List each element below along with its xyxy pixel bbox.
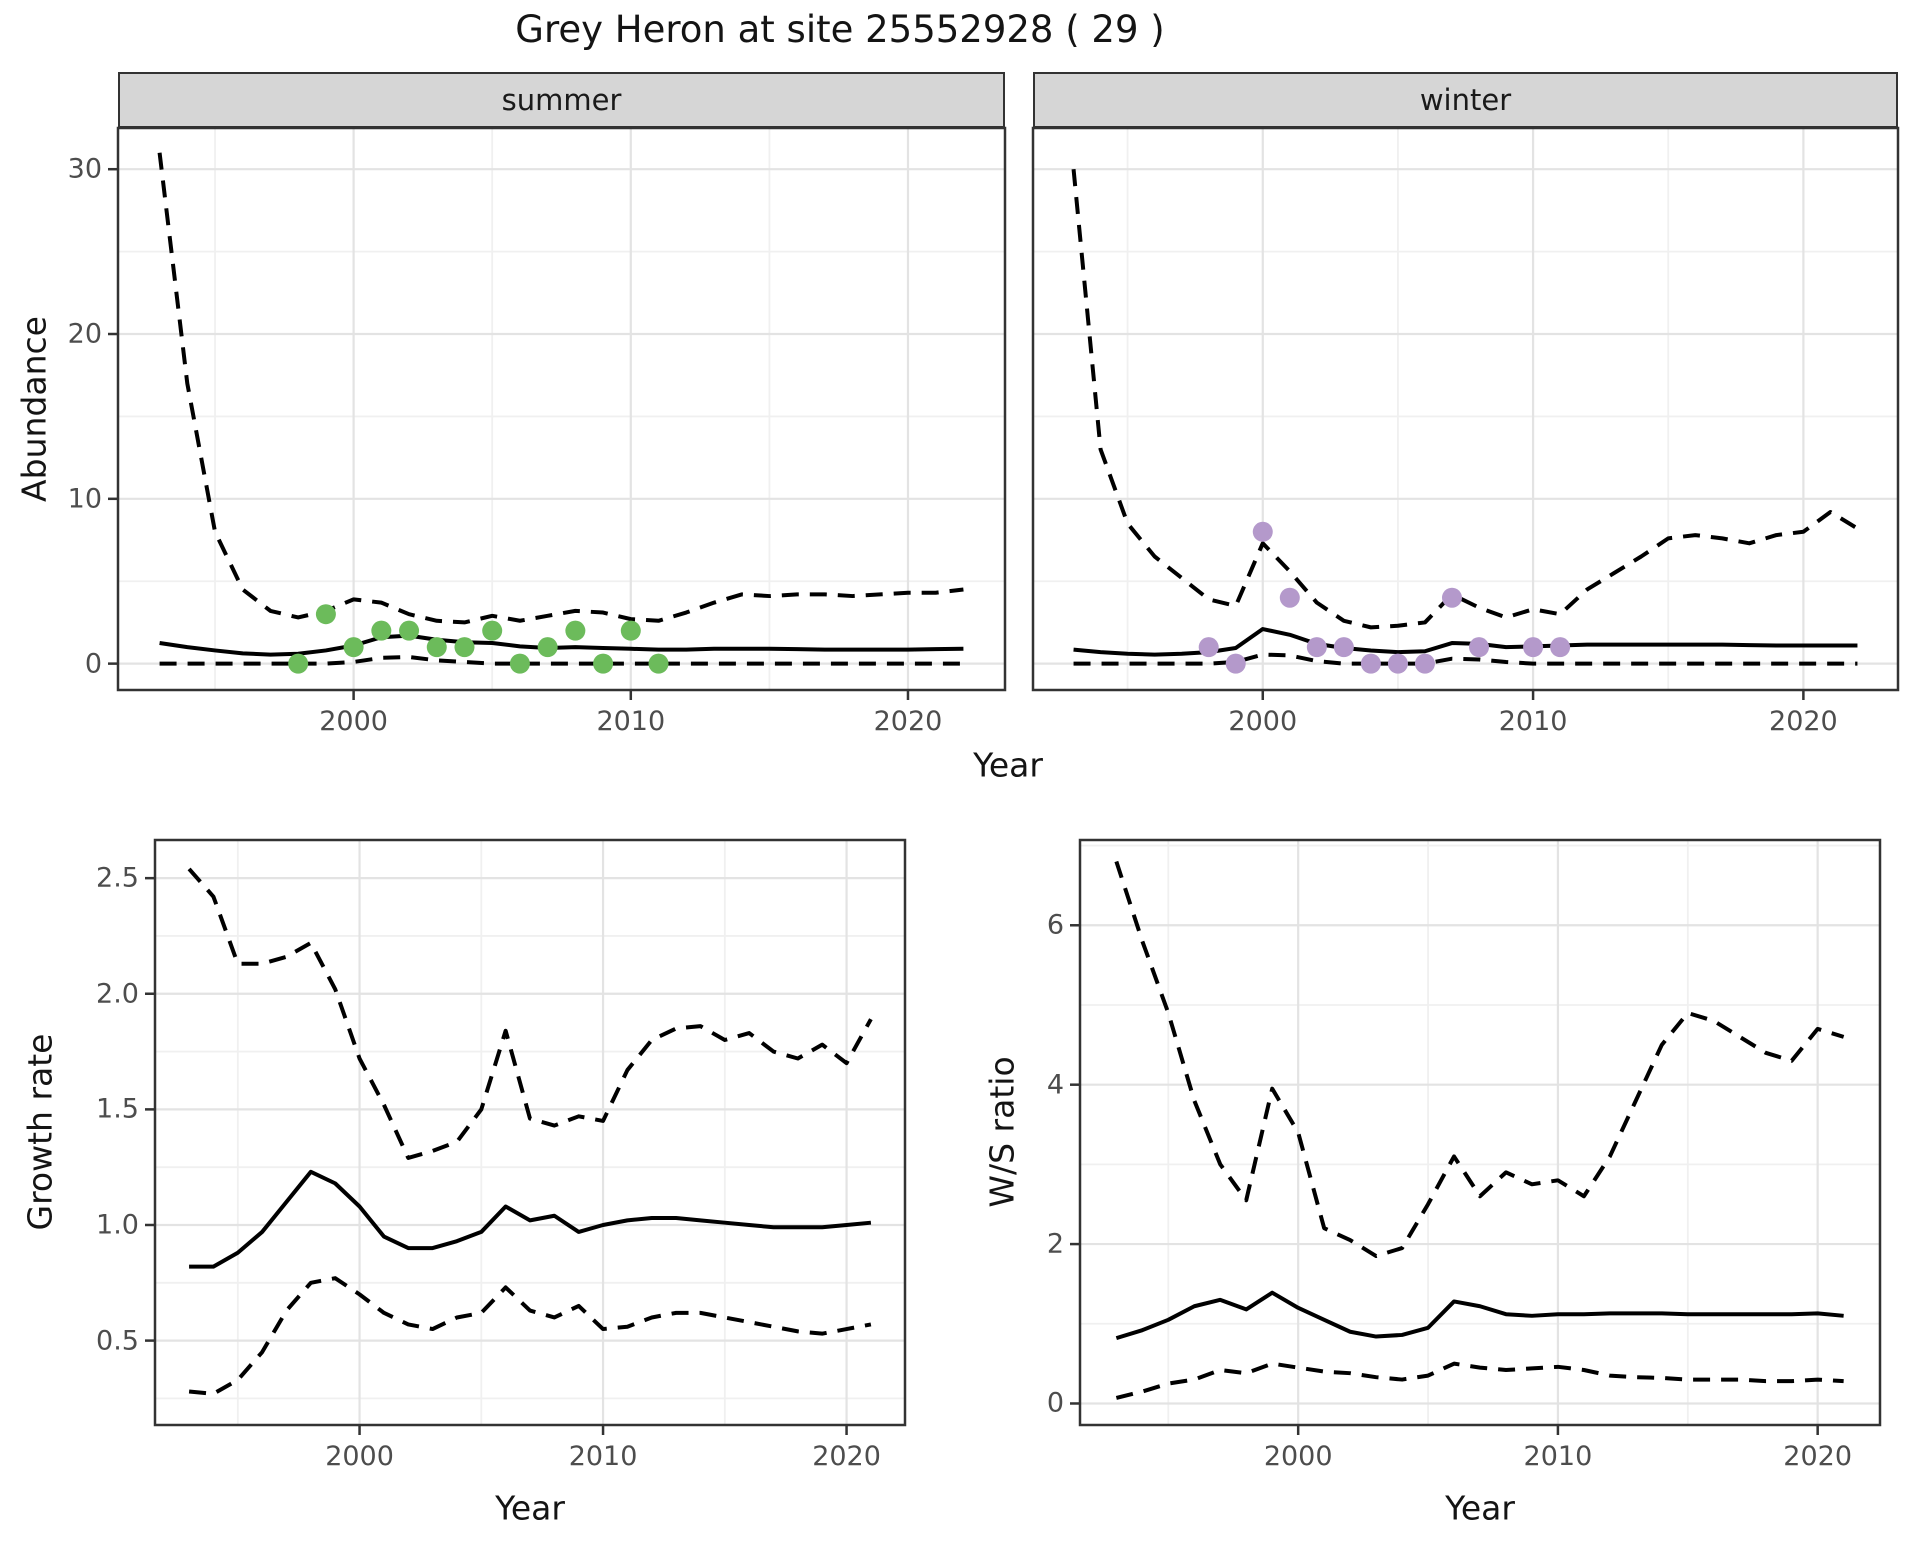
panel-border	[1031, 126, 1900, 692]
y-tick-label: 4	[1046, 1069, 1064, 1101]
panel-background	[1080, 840, 1880, 1425]
x-tick-label: 2010	[1523, 1441, 1593, 1472]
data-point-observed_counts	[343, 637, 364, 658]
x-tick-label: 2020	[1783, 1441, 1853, 1472]
data-point-observed_counts	[1441, 587, 1462, 608]
panel-border	[1078, 838, 1882, 1427]
x-tick-label: 2000	[319, 706, 388, 737]
panel-background	[118, 128, 1005, 690]
data-point-observed_counts	[1523, 637, 1544, 658]
data-point-observed_counts	[399, 620, 420, 641]
data-point-observed_counts	[426, 637, 447, 658]
y-tick-label: 1.5	[96, 1093, 139, 1125]
y-tick-label: 20	[67, 318, 102, 350]
facet-strip-winter-label: winter	[1419, 83, 1512, 117]
data-point-observed_counts	[1387, 653, 1408, 674]
series-median	[189, 1169, 872, 1269]
series-upper_ci	[187, 867, 873, 1160]
panel-background	[1033, 128, 1898, 690]
panel-border	[116, 126, 1007, 692]
data-point-observed_counts	[620, 620, 641, 641]
panel-growth-rate	[145, 838, 907, 1435]
data-point-observed_counts	[482, 620, 503, 641]
series-median	[159, 633, 964, 657]
series-lower_ci	[1115, 1361, 1844, 1400]
y-tick-label: 0.5	[96, 1325, 139, 1357]
y-tick-label: 10	[67, 483, 102, 515]
x-tick-label: 2010	[596, 706, 666, 737]
y-tick-label: 6	[1046, 909, 1064, 941]
y-tick-label: 30	[67, 153, 102, 185]
data-point-observed_counts	[1333, 637, 1354, 658]
data-point-observed_counts	[1306, 637, 1327, 658]
y-tick-label: 0	[84, 648, 102, 680]
data-point-observed_counts	[1550, 637, 1571, 658]
x-tick-label: 2000	[1228, 706, 1298, 737]
data-point-observed_counts	[593, 653, 614, 674]
panel-border	[153, 838, 907, 1427]
data-point-observed_counts	[1225, 653, 1246, 674]
x-tick-label: 2000	[1263, 1441, 1333, 1472]
data-point-observed_counts	[315, 604, 336, 625]
facet-strip-summer: summer	[118, 72, 1005, 128]
series-upper_ci	[1071, 169, 1859, 630]
y-tick-label: 2	[1046, 1228, 1064, 1260]
data-point-observed_counts	[1414, 653, 1435, 674]
data-point-observed_counts	[509, 653, 530, 674]
x-tick-label: 2000	[325, 1441, 394, 1472]
x-tick-label: 2020	[812, 1441, 881, 1472]
series-lower_ci	[188, 1276, 872, 1396]
series-upper_ci	[157, 152, 964, 625]
data-point-observed_counts	[648, 653, 669, 674]
x-tick-label: 2010	[1498, 706, 1568, 737]
y-tick-label: 1.0	[96, 1209, 139, 1241]
panel-abundance-summer	[108, 126, 1007, 700]
panel-abundance-winter	[1031, 126, 1900, 700]
data-point-observed_counts	[371, 620, 392, 641]
facet-strip-winter: winter	[1033, 72, 1898, 128]
x-axis-title-year-top: Year	[973, 745, 1043, 785]
chart-title: Grey Heron at site 25552928 ( 29 )	[515, 8, 1165, 51]
x-tick-label: 2010	[568, 1441, 638, 1472]
data-point-observed_counts	[1469, 637, 1490, 658]
x-axis-title-year-ws: Year	[1445, 1488, 1515, 1528]
facet-strip-summer-label: summer	[501, 83, 622, 117]
x-tick-label: 2020	[1769, 706, 1838, 737]
data-point-observed_counts	[565, 620, 586, 641]
data-point-observed_counts	[1198, 637, 1219, 658]
series-median	[1115, 1290, 1844, 1341]
data-point-observed_counts	[1252, 521, 1273, 542]
y-tick-label: 2.5	[96, 862, 139, 894]
y-tick-label: 0	[1046, 1387, 1064, 1419]
data-point-observed_counts	[454, 637, 475, 658]
series-lower_ci	[1073, 652, 1858, 666]
x-tick-label: 2020	[873, 706, 943, 737]
series-lower_ci	[159, 655, 964, 666]
data-point-observed_counts	[288, 653, 309, 674]
panel-ws-ratio	[1070, 838, 1882, 1435]
y-tick-label: 2.0	[96, 978, 139, 1010]
panel-background	[155, 840, 905, 1425]
data-point-observed_counts	[1279, 587, 1300, 608]
series-upper_ci	[1114, 860, 1845, 1259]
data-point-observed_counts	[1360, 653, 1381, 674]
x-axis-title-year-growth: Year	[495, 1488, 565, 1528]
data-point-observed_counts	[537, 637, 558, 658]
